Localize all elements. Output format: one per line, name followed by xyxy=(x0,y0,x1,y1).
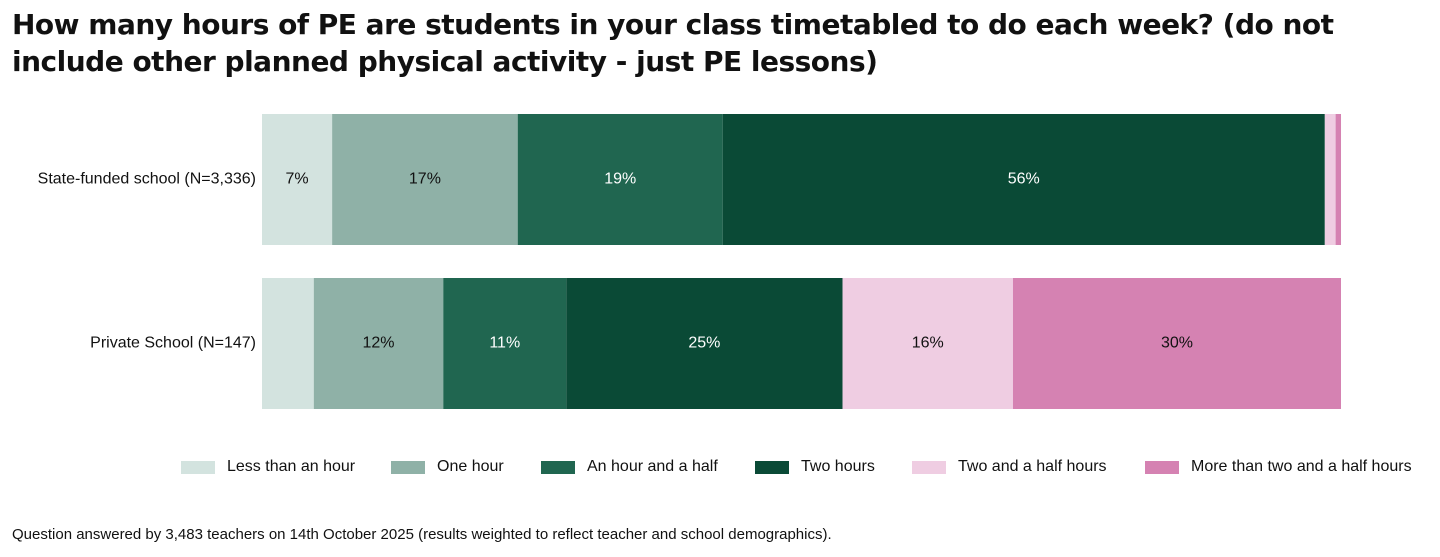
bar-segment xyxy=(332,114,518,245)
legend-swatch xyxy=(391,461,425,474)
bar-segment xyxy=(313,278,444,409)
data-label: 12% xyxy=(363,335,395,352)
bar-segment xyxy=(722,114,1325,245)
row-label: State-funded school (N=3,336) xyxy=(38,171,256,188)
legend-swatch xyxy=(541,461,575,474)
legend-label: One hour xyxy=(437,458,504,475)
legend-swatch xyxy=(1145,461,1179,474)
bar-segment xyxy=(1012,278,1341,409)
data-label: 25% xyxy=(688,335,720,352)
legend-swatch xyxy=(181,461,215,474)
bars-group: State-funded school (N=3,336) 7% 17% 19% 56%… xyxy=(38,114,1342,409)
footnote: Question answered by 3,483 teachers on 1… xyxy=(12,526,832,543)
data-label: 16% xyxy=(912,335,944,352)
chart-title: How many hours of PE are students in you… xyxy=(12,8,1334,78)
bar-segment xyxy=(262,278,314,409)
bar-segment xyxy=(566,278,843,409)
bar-segment xyxy=(517,114,723,245)
legend-swatch xyxy=(912,461,946,474)
bar-segment xyxy=(443,278,567,409)
legend-label: Less than an hour xyxy=(227,458,356,475)
bar-segment xyxy=(1324,114,1336,245)
data-label: 30% xyxy=(1161,335,1193,352)
legend-label: An hour and a half xyxy=(587,458,718,475)
data-label: 19% xyxy=(604,171,636,188)
bar-segment xyxy=(1335,114,1342,245)
row-label: Private School (N=147) xyxy=(90,335,256,352)
legend: Less than an hour One hour An hour and a h… xyxy=(0,455,1440,481)
data-label: 7% xyxy=(286,171,309,188)
data-label: 56% xyxy=(1008,171,1040,188)
bar-segment xyxy=(262,114,333,245)
legend-label: Two hours xyxy=(801,458,875,475)
stacked-bar-chart: State-funded school (N=3,336) 7% 17% 19% 56%… xyxy=(38,114,1342,409)
data-label: 11% xyxy=(489,335,520,352)
data-label: 17% xyxy=(409,171,441,188)
legend-label: More than two and a half hours xyxy=(1191,458,1412,475)
bar-segment xyxy=(842,278,1013,409)
legend-label: Two and a half hours xyxy=(958,458,1107,475)
legend-swatch xyxy=(755,461,789,474)
